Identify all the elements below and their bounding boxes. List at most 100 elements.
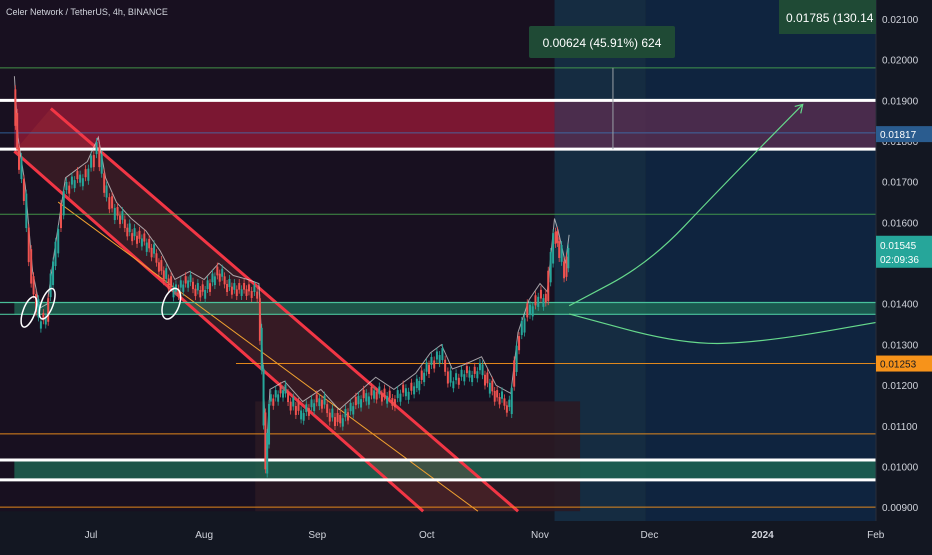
y-tick-label: 0.01900 [882,96,919,107]
candle-body [226,283,229,293]
candle-body [87,168,90,181]
candle-body [344,408,347,418]
price-label-level: 0.01817 [880,130,917,141]
x-tick-label: Sep [308,530,326,541]
candle-body [235,289,238,297]
candle-body [100,154,103,174]
candle-body [410,382,413,391]
candle-body [230,286,233,295]
candle-body [70,176,73,185]
candle-body [567,247,570,269]
candle-body [194,288,197,297]
candle-body [243,282,246,290]
candle-body [323,395,326,405]
candle-body [126,227,129,237]
candle-body [420,370,423,380]
candle-body [264,412,267,470]
candle-body [457,377,460,385]
candle-body [365,393,368,402]
candle-body [498,397,501,405]
candle-body [284,384,287,394]
candle-body [269,394,272,402]
candle-body [441,348,444,361]
candle-body [396,390,399,399]
candle-body [481,364,484,376]
price-label-bg-level [876,126,932,143]
candle-body [407,391,410,400]
measure-label: 0.00624 (45.91%) 624 [543,36,662,50]
candle-body [460,369,463,377]
highlight-ellipse [38,287,56,320]
candle-body [274,390,277,398]
candle-body [465,366,468,374]
candle-body [354,396,357,406]
candle-body [179,280,182,288]
candle-body [90,155,93,168]
candle-body [196,283,199,291]
candle-body [399,393,402,402]
candle-body [268,403,271,445]
y-tick-label: 0.01300 [882,340,919,351]
x-tick-label: Jul [85,530,98,541]
candle-body [157,262,160,272]
candle-body [258,298,261,341]
candle-body [341,418,344,427]
candle-body [393,399,396,408]
candle-body [247,284,250,292]
candle-body [513,360,516,387]
candle-body [518,336,521,351]
candle-body [531,306,534,317]
candle-body [373,390,376,399]
candle-body [266,432,269,474]
candle-body [339,414,342,424]
candle-body [20,156,23,180]
x-tick-label: Nov [531,530,549,541]
y-tick-label: 0.01400 [882,300,919,311]
candle-body [300,410,303,420]
candle-body [476,371,479,379]
candle-body [418,380,421,391]
candle-body [79,174,82,183]
candle-body [27,227,30,263]
candle-body [380,393,383,402]
candle-body [162,270,165,282]
candle-body [138,230,141,239]
candle-body [123,219,126,229]
candle-body [413,386,416,395]
candle-body [526,303,529,318]
zone-green-2 [14,302,877,315]
candle-body [37,299,40,318]
candle-body [16,112,19,150]
candle-body [520,320,523,336]
zone-purple-1 [554,100,876,150]
candle-body [539,289,542,299]
candle-body [262,368,265,426]
candle-body [415,378,418,389]
y-tick-label: 0.01600 [882,218,919,229]
candle-body [463,374,466,382]
candle-body [534,295,537,306]
candle-body [302,413,305,421]
current-price-label: 0.01545 [880,241,917,252]
candle-body [473,366,476,374]
candle-body [18,147,20,170]
y-tick-label: 0.02000 [882,56,919,67]
forecast-label-box [779,0,876,34]
candle-body [320,399,323,409]
candle-body [483,374,486,386]
candle-body [52,261,55,286]
candle-body [471,374,474,383]
candle-body [250,290,253,298]
candle-body [35,294,38,313]
candle-body [140,238,143,247]
candle-body [279,385,282,394]
y-tick-label: 0.01000 [882,462,919,473]
price-label-bg-orange-level [876,355,932,372]
candle-body [549,251,552,283]
x-tick-label: Oct [419,530,435,541]
candle-body [256,291,259,299]
y-tick-label: 0.00900 [882,503,919,514]
candle-body [277,394,280,402]
